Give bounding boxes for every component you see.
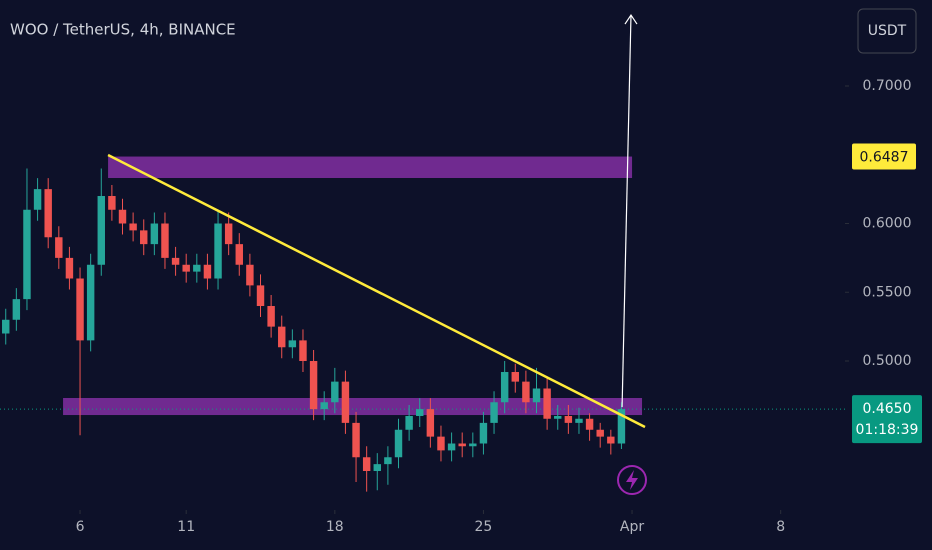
current-price-box <box>852 395 922 444</box>
candle-body <box>12 299 21 320</box>
candle-body <box>299 340 307 362</box>
candles <box>2 168 626 492</box>
candle-body <box>564 416 573 423</box>
zone <box>63 397 643 416</box>
zones <box>63 156 643 416</box>
candle-body <box>437 436 445 451</box>
candle-body <box>118 209 127 224</box>
candle-body <box>150 223 159 245</box>
candle-body <box>362 457 371 472</box>
candle-body <box>405 416 413 430</box>
candle-body <box>554 416 562 419</box>
candle-body <box>235 244 243 265</box>
candle-body <box>532 388 541 403</box>
candle-body <box>55 237 63 258</box>
arrow-head <box>624 13 638 25</box>
candle-body <box>182 264 190 272</box>
candle-body <box>500 372 509 403</box>
candle-body <box>2 319 10 334</box>
candle-body <box>511 372 519 382</box>
candle-body <box>373 464 381 472</box>
candle-body <box>458 443 466 447</box>
candle-body <box>161 223 169 258</box>
candle-body <box>522 381 530 403</box>
candle-body <box>585 418 594 430</box>
candle-body <box>108 196 116 210</box>
candle-body <box>288 340 297 348</box>
trend-line <box>107 153 646 429</box>
alert-bolt[interactable] <box>626 470 638 490</box>
candle-body <box>617 409 626 444</box>
currency-button[interactable] <box>857 8 917 54</box>
candle-body <box>331 381 339 403</box>
currency-label[interactable]: USDT <box>868 23 907 39</box>
y-tick-label: 0.5500 <box>863 284 912 300</box>
candle-body <box>384 457 392 465</box>
chart-title: WOO / TetherUS, 4h, BINANCE <box>10 21 236 39</box>
candle-body <box>575 418 583 423</box>
arrow-line <box>621 15 632 408</box>
x-tick-label: 18 <box>326 519 344 535</box>
y-tick-label: 0.5000 <box>863 353 912 369</box>
price-label: 0.6487 <box>860 150 909 166</box>
candle-body <box>33 189 42 210</box>
candle-body <box>469 443 477 447</box>
x-tick-label: 11 <box>177 519 195 535</box>
candle-body <box>309 361 318 410</box>
x-tick-label: 25 <box>475 519 493 535</box>
zone <box>108 156 633 178</box>
candle-body <box>246 264 254 286</box>
current-price-label: 0.4650 <box>863 401 912 417</box>
candle-body <box>341 381 350 423</box>
candle-body <box>224 223 233 245</box>
candle-body <box>278 326 286 348</box>
countdown-label: 01:18:39 <box>856 422 919 438</box>
candle-body <box>352 422 360 458</box>
candle-body <box>426 409 435 437</box>
candle-body <box>214 223 222 279</box>
x-tick-label: Apr <box>620 519 644 535</box>
candle-body <box>267 306 275 327</box>
candle-body <box>447 443 456 451</box>
candle-body <box>23 209 31 300</box>
x-tick-label: 6 <box>76 519 85 535</box>
candle-body <box>193 264 201 272</box>
candle-body <box>140 230 148 245</box>
candle-body <box>320 402 328 410</box>
candle-body <box>44 189 52 238</box>
y-tick-label: 0.6000 <box>863 216 912 232</box>
price-label-box <box>852 143 916 170</box>
candle-body <box>97 196 105 265</box>
candle-body <box>256 285 265 307</box>
alert-icon[interactable] <box>617 465 647 495</box>
candle-body <box>65 257 74 279</box>
candle-body <box>543 388 551 419</box>
candle-body <box>394 429 403 458</box>
candle-body <box>76 278 84 341</box>
candle-body <box>171 257 180 265</box>
candle-body <box>607 436 615 444</box>
candle-body <box>596 429 604 437</box>
candle-body <box>479 422 488 444</box>
candle-body <box>416 409 424 417</box>
y-tick-label: 0.7000 <box>863 78 912 94</box>
alert-circle[interactable] <box>617 465 647 495</box>
candle-body <box>203 264 212 279</box>
candle-body <box>129 223 137 231</box>
x-tick-label: 8 <box>776 519 785 535</box>
candle-body <box>490 402 498 423</box>
candle-body <box>86 264 95 341</box>
